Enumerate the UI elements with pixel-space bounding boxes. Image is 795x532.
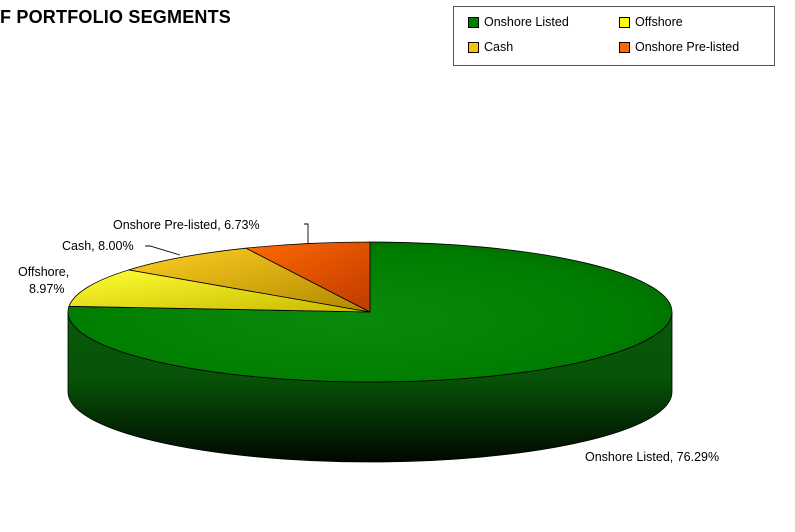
pie-slice-onshore-pre-listed [244,241,371,313]
leader-line-onshore-pre-listed [304,223,309,244]
data-label-onshore-pre-listed: Onshore Pre-listed, 6.73% [113,218,260,232]
pie-slice-cash [128,247,371,313]
legend: Onshore Listed Offshore Cash Onshore Pre… [453,6,775,66]
data-label-offshore-line2: 8.97% [29,282,64,296]
pie-slice-offshore [68,269,371,313]
legend-swatch-onshore-listed [468,16,479,28]
legend-swatch-onshore-pre-listed [619,41,630,53]
legend-label-onshore-listed: Onshore Listed [484,15,569,29]
legend-swatch-cash [468,41,479,53]
legend-item-onshore-listed: Onshore Listed [468,15,569,29]
legend-item-cash: Cash [468,40,513,54]
data-label-offshore-line1: Offshore, [18,265,69,279]
legend-item-onshore-pre-listed: Onshore Pre-listed [619,40,739,54]
leader-line-cash [145,245,181,256]
legend-label-offshore: Offshore [635,15,683,29]
legend-label-cash: Cash [484,40,514,54]
legend-swatch-offshore [619,16,630,28]
legend-item-offshore: Offshore [619,15,683,29]
data-label-cash: Cash, 8.00% [62,239,134,253]
chart-title: F PORTFOLIO SEGMENTS [0,7,232,27]
data-label-onshore-listed: Onshore Listed, 76.29% [585,450,719,464]
legend-label-onshore-pre-listed: Onshore Pre-listed [635,40,740,54]
